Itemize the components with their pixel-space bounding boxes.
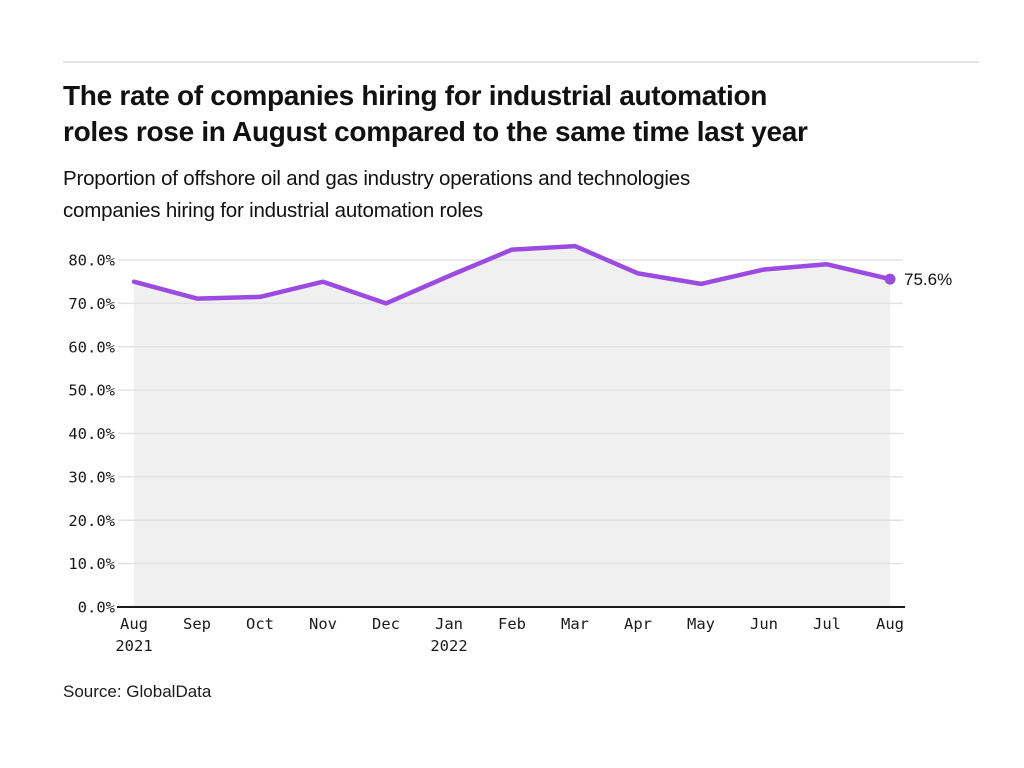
x-tick-label: Jul	[813, 615, 841, 633]
chart-subtitle: Proportion of offshore oil and gas indus…	[63, 163, 963, 227]
chart-subtitle-line1: Proportion of offshore oil and gas indus…	[63, 167, 691, 190]
x-tick-label: Aug	[876, 615, 904, 633]
x-tick-label: Nov	[309, 615, 337, 633]
series-end-dot	[884, 273, 896, 285]
chart-title-line2: roles rose in August compared to the sam…	[63, 116, 808, 147]
y-tick-label: 60.0%	[68, 338, 115, 356]
chart-title-line1: The rate of companies hiring for industr…	[63, 80, 768, 111]
y-tick-label: 80.0%	[68, 252, 115, 270]
header-divider	[63, 61, 979, 63]
y-tick-label: 30.0%	[68, 468, 115, 486]
end-value-label: 75.6%	[904, 270, 952, 289]
x-tick-label: Jan	[435, 615, 463, 633]
y-tick-label: 50.0%	[68, 382, 115, 400]
x-tick-year-label: 2021	[115, 637, 152, 655]
x-tick-label: Sep	[183, 615, 211, 633]
x-tick-label: Aug	[120, 615, 148, 633]
series-area-fill	[134, 246, 890, 607]
x-tick-label: Oct	[246, 615, 274, 633]
chart-header: The rate of companies hiring for industr…	[63, 78, 963, 227]
y-tick-label: 70.0%	[68, 295, 115, 313]
x-tick-label: Dec	[372, 615, 400, 633]
x-tick-label: Feb	[498, 615, 526, 633]
series-line	[131, 243, 893, 306]
x-tick-label: Jun	[750, 615, 778, 633]
y-tick-label: 40.0%	[68, 425, 115, 443]
x-tick-year-label: 2022	[430, 637, 467, 655]
x-tick-label: May	[687, 615, 715, 633]
y-tick-label: 10.0%	[68, 555, 115, 573]
y-tick-label: 20.0%	[68, 512, 115, 530]
chart-subtitle-line2: companies hiring for industrial automati…	[63, 199, 483, 222]
x-tick-label: Mar	[561, 615, 589, 633]
chart-title: The rate of companies hiring for industr…	[63, 78, 963, 150]
y-tick-label: 0.0%	[78, 599, 116, 617]
x-tick-label: Apr	[624, 615, 652, 633]
source-note: Source: GlobalData	[63, 682, 212, 701]
